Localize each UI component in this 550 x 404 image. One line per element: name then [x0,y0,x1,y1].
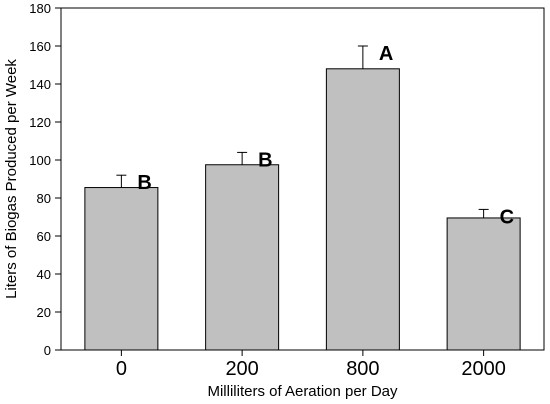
x-tick-label: 2000 [461,358,506,380]
y-tick-label: 120 [29,115,51,130]
bar [84,187,159,351]
bar [205,164,280,351]
x-tick-label: 200 [225,358,258,380]
plot-area: 0 20 40 60 80 100 120 140 160 180 B 0 B 200 A 800 C 2000 [29,1,545,380]
y-tick-label: 140 [29,77,51,92]
y-tick-label: 180 [29,1,51,16]
plot-frame [60,7,545,351]
x-tick-label: 0 [116,358,127,380]
significance-label: B [137,172,151,194]
bar [446,217,521,351]
y-tick-label: 80 [37,191,51,206]
y-tick-label: 100 [29,153,51,168]
y-tick-label: 60 [37,229,51,244]
y-tick-label: 0 [44,343,51,358]
y-tick-label: 20 [37,305,51,320]
bar [325,68,400,351]
significance-label: C [500,206,514,228]
significance-label: B [258,149,272,171]
x-tick-label: 800 [346,358,379,380]
x-axis-title: Milliliters of Aeration per Day [207,383,398,400]
y-tick-label: 160 [29,39,51,54]
y-axis-title: Liters of Biogas Produced per Week [3,59,20,299]
y-tick-label: 40 [37,267,51,282]
significance-label: A [379,43,393,65]
